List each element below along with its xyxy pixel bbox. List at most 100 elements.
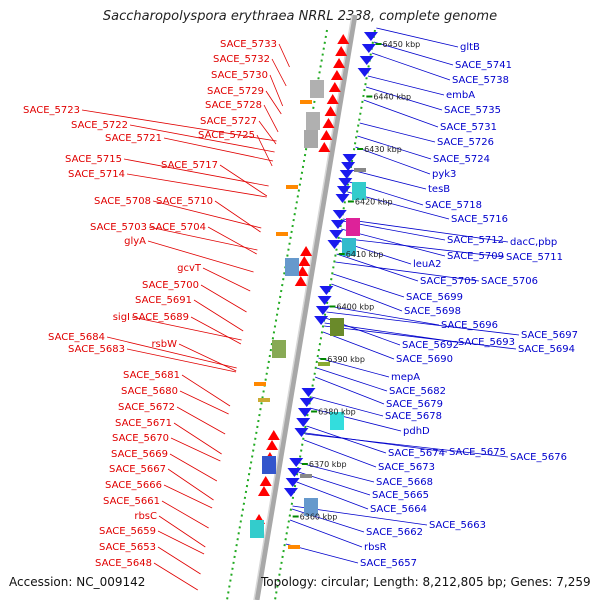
- gene-label-sace-5667[interactable]: SACE_5667: [109, 464, 166, 475]
- gene-label-sace-5700[interactable]: SACE_5700: [142, 280, 199, 291]
- connector-sace-5732: [271, 58, 287, 87]
- gene-label-rsbw[interactable]: rsbW: [151, 339, 177, 350]
- gene-label-sace-5669[interactable]: SACE_5669: [111, 449, 168, 460]
- gene-label-sace-5728[interactable]: SACE_5728: [205, 100, 262, 111]
- gene-label-glya[interactable]: glyA: [124, 236, 146, 247]
- gene-label-sace-5684[interactable]: SACE_5684: [48, 332, 105, 343]
- gene-label-sace-5727[interactable]: SACE_5727: [200, 116, 257, 127]
- gene-label-sace-5726[interactable]: SACE_5726: [437, 137, 494, 148]
- gene-label-sace-5704[interactable]: SACE_5704: [149, 222, 206, 233]
- gene-label-sace-5681[interactable]: SACE_5681: [123, 370, 180, 381]
- gene-label-sace-5674[interactable]: SACE_5674: [388, 448, 445, 459]
- gene-label-sace-5699[interactable]: SACE_5699: [406, 292, 463, 303]
- gene-label-sace-5722[interactable]: SACE_5722: [71, 120, 128, 131]
- gene-label-sace-5691[interactable]: SACE_5691: [135, 295, 192, 306]
- gene-label-sace-5708[interactable]: SACE_5708: [94, 196, 151, 207]
- gene-label-sace-5711[interactable]: SACE_5711: [506, 252, 563, 263]
- connector-sace-5724: [357, 135, 432, 160]
- gene-label-sace-5731[interactable]: SACE_5731: [440, 122, 497, 133]
- gene-label-sace-5692[interactable]: SACE_5692: [402, 340, 459, 351]
- gene-label-sace-5659[interactable]: SACE_5659: [99, 526, 156, 537]
- gene-label-sace-5663[interactable]: SACE_5663: [429, 520, 486, 531]
- gene-label-sace-5682[interactable]: SACE_5682: [389, 386, 446, 397]
- gene-label-sace-5665[interactable]: SACE_5665: [372, 490, 429, 501]
- scale-tick-label: 6360 kbp: [300, 513, 338, 522]
- gene-label-sace-5666[interactable]: SACE_5666: [105, 480, 162, 491]
- gene-label-sace-5657[interactable]: SACE_5657: [360, 558, 417, 569]
- connector-sace-5676: [305, 433, 509, 458]
- gene-label-sace-5678[interactable]: SACE_5678: [385, 411, 442, 422]
- connector-sace-5733: [278, 43, 290, 68]
- gene-label-sace-5697[interactable]: SACE_5697: [521, 330, 578, 341]
- gene-label-sace-5679[interactable]: SACE_5679: [386, 399, 443, 410]
- gene-label-emba[interactable]: embA: [446, 90, 475, 101]
- gene-label-sace-5718[interactable]: SACE_5718: [425, 200, 482, 211]
- reverse-gene-arrow: [283, 488, 298, 497]
- gene-label-sace-5676[interactable]: SACE_5676: [510, 452, 567, 463]
- gene-label-sace-5729[interactable]: SACE_5729: [207, 86, 264, 97]
- gene-label-sace-5714[interactable]: SACE_5714: [68, 169, 125, 180]
- forward-gene-arrow: [298, 256, 311, 266]
- gene-label-sace-5662[interactable]: SACE_5662: [366, 527, 423, 538]
- gene-label-leua2[interactable]: leuA2: [413, 259, 441, 270]
- gene-label-rbsc[interactable]: rbsC: [134, 511, 157, 522]
- gene-label-sace-5710[interactable]: SACE_5710: [156, 196, 213, 207]
- gene-label-sace-5689[interactable]: SACE_5689: [132, 312, 189, 323]
- genome-backbone-highlight: [253, 14, 353, 600]
- gene-label-sace-5661[interactable]: SACE_5661: [103, 496, 160, 507]
- gene-label-sace-5690[interactable]: SACE_5690: [396, 354, 453, 365]
- gene-label-sace-5703[interactable]: SACE_5703: [90, 222, 147, 233]
- gene-label-pdhd[interactable]: pdhD: [403, 426, 430, 437]
- gene-label-sace-5693[interactable]: SACE_5693: [458, 337, 515, 348]
- forward-gene-arrow: [259, 476, 272, 486]
- gene-label-sace-5683[interactable]: SACE_5683: [68, 344, 125, 355]
- reverse-gene-arrow: [332, 210, 347, 219]
- gene-label-sace-5668[interactable]: SACE_5668: [376, 477, 433, 488]
- gene-label-sace-5696[interactable]: SACE_5696: [441, 320, 498, 331]
- gene-label-sace-5698[interactable]: SACE_5698: [404, 306, 461, 317]
- reverse-gene-arrow: [329, 230, 344, 239]
- gene-label-sace-5716[interactable]: SACE_5716: [451, 214, 508, 225]
- gene-feature-block: [352, 182, 366, 200]
- gene-label-sace-5715[interactable]: SACE_5715: [65, 154, 122, 165]
- reverse-gene-arrow: [285, 478, 300, 487]
- gene-label-sace-5730[interactable]: SACE_5730: [211, 70, 268, 81]
- gene-label-sace-5706[interactable]: SACE_5706: [481, 276, 538, 287]
- gene-label-sace-5680[interactable]: SACE_5680: [121, 386, 178, 397]
- gene-label-sigi[interactable]: sigI: [113, 312, 130, 323]
- gene-label-sace-5724[interactable]: SACE_5724: [433, 154, 490, 165]
- connector-sace-5671: [173, 422, 222, 455]
- gene-label-tesb[interactable]: tesB: [428, 184, 450, 195]
- gene-label-sace-5723[interactable]: SACE_5723: [23, 105, 80, 116]
- gene-label-sace-5664[interactable]: SACE_5664: [370, 504, 427, 515]
- gene-label-sace-5671[interactable]: SACE_5671: [115, 418, 172, 429]
- gene-label-sace-5733[interactable]: SACE_5733: [220, 39, 277, 50]
- gene-label-gcvt[interactable]: gcvT: [177, 263, 202, 274]
- gene-label-sace-5738[interactable]: SACE_5738: [452, 75, 509, 86]
- gene-label-pyk3[interactable]: pyk3: [432, 169, 456, 180]
- gene-label-sace-5648[interactable]: SACE_5648: [95, 558, 152, 569]
- connector-sace-5710: [214, 200, 261, 233]
- gene-label-sace-5725[interactable]: SACE_5725: [198, 130, 255, 141]
- reverse-gene-arrow: [336, 186, 351, 195]
- gene-label-sace-5653[interactable]: SACE_5653: [99, 542, 156, 553]
- gene-label-rbsr[interactable]: rbsR: [364, 542, 387, 553]
- gene-label-sace-5673[interactable]: SACE_5673: [378, 462, 435, 473]
- gene-label-sace-5675[interactable]: SACE_5675: [449, 447, 506, 458]
- gene-label-sace-5721[interactable]: SACE_5721: [105, 133, 162, 144]
- gene-label-sace-5717[interactable]: SACE_5717: [161, 160, 218, 171]
- gene-label-dacc-pbp[interactable]: dacC,pbp: [510, 237, 557, 248]
- gene-label-sace-5741[interactable]: SACE_5741: [455, 60, 512, 71]
- gene-label-sace-5705[interactable]: SACE_5705: [420, 276, 477, 287]
- gene-label-sace-5670[interactable]: SACE_5670: [112, 433, 169, 444]
- gene-label-gltb[interactable]: gltB: [460, 42, 480, 53]
- gene-label-sace-5732[interactable]: SACE_5732: [213, 54, 270, 65]
- gene-label-sace-5694[interactable]: SACE_5694: [518, 344, 575, 355]
- gene-label-sace-5672[interactable]: SACE_5672: [118, 402, 175, 413]
- gene-label-sace-5712[interactable]: SACE_5712: [447, 235, 504, 246]
- topology-summary: Topology: circular; Length: 8,212,805 bp…: [261, 575, 591, 589]
- gene-label-sace-5735[interactable]: SACE_5735: [444, 105, 501, 116]
- gene-label-mepa[interactable]: mepA: [391, 372, 420, 383]
- gene-label-sace-5709[interactable]: SACE_5709: [447, 251, 504, 262]
